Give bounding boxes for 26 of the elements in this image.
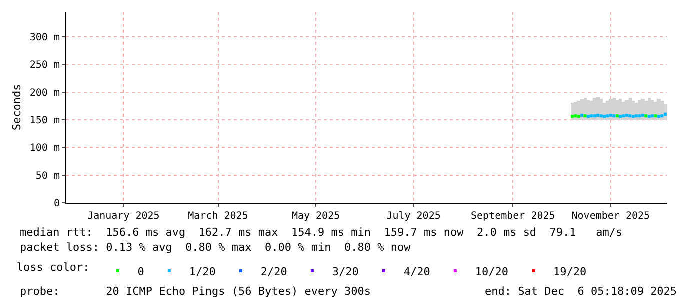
- legend-title: loss color:: [16, 260, 90, 274]
- y-tick-label: 100 m: [30, 143, 60, 154]
- text: end: Sat Dec 6 05:18:09 2025: [485, 285, 678, 297]
- y-tick-label: 0: [54, 198, 60, 210]
- y-axis-title: Seconds: [10, 84, 24, 131]
- text: probe: 20 ICMP Echo Pings (56 Bytes) every 300s: [20, 285, 371, 297]
- text: median rtt: 156.6 ms avg 162.7 ms max 154.9 ms min 159.7 ms now 2.0 ms sd 79.1 am/s: [20, 226, 623, 239]
- y-tick-label: 50 m: [36, 170, 60, 182]
- legend-label: 3/20: [332, 265, 359, 278]
- y-tick-label: 200 m: [30, 88, 60, 99]
- x-tick-label: May 2025: [292, 211, 340, 222]
- legend-label: 2/20: [260, 265, 288, 278]
- x-tick-label: March 2025: [188, 211, 248, 222]
- legend-label: 1/20: [189, 265, 216, 278]
- text: packet loss: 0.13 % avg 0.80 % max 0.00 % min 0.80 % now: [20, 241, 412, 254]
- legend-label: 10/20: [475, 265, 509, 278]
- x-tick-label: September 2025: [470, 211, 556, 222]
- x-tick-label: January 2025: [88, 211, 160, 222]
- y-tick-label: 150 m: [30, 115, 60, 126]
- legend-label: 19/20: [554, 265, 587, 278]
- y-tick-label: 300 m: [30, 32, 60, 44]
- x-tick-label: November 2025: [572, 211, 650, 222]
- x-tick-label: July 2025: [386, 211, 441, 222]
- y-tick-label: 250 m: [30, 60, 60, 72]
- legend-label: 0: [138, 265, 144, 278]
- legend-label: 4/20: [404, 265, 430, 278]
